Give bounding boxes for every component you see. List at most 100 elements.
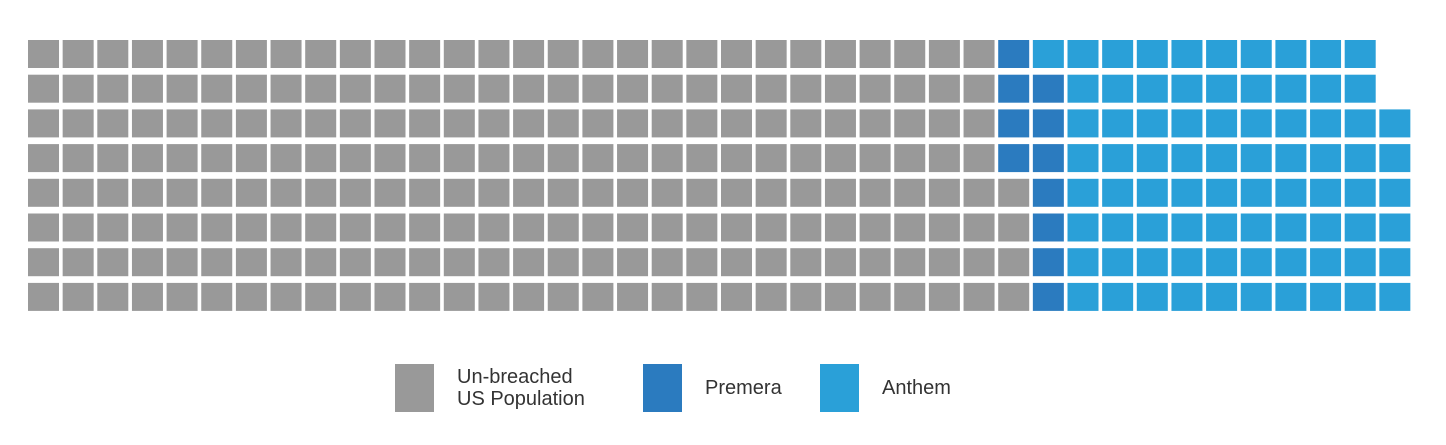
waffle-cell-unbreached [235,74,267,103]
waffle-cell-unbreached [617,282,649,311]
waffle-cell-unbreached [62,282,94,311]
waffle-cell-unbreached [339,74,371,103]
waffle-cell-unbreached [547,144,579,173]
waffle-cell-anthem [1067,248,1099,277]
waffle-cell-unbreached [721,144,752,173]
waffle-cell-anthem [1379,109,1411,138]
waffle-cell-unbreached [617,144,649,173]
waffle-cell-unbreached [651,213,683,242]
waffle-cell-anthem [1240,144,1272,173]
waffle-cell-unbreached [270,109,302,138]
waffle-cell-anthem [1102,178,1134,207]
waffle-cell-anthem [1067,74,1099,103]
waffle-cell-unbreached [721,40,752,68]
waffle-cell-unbreached [374,109,406,138]
waffle-cell-unbreached [339,109,371,138]
legend-label-premera: Premera [705,377,782,399]
waffle-cell-unbreached [478,213,510,242]
waffle-cell-unbreached [62,248,94,277]
waffle-cell-unbreached [824,282,856,311]
waffle-cell-anthem [1206,248,1238,277]
waffle-cell-unbreached [235,178,267,207]
waffle-cell-unbreached [443,74,475,103]
waffle-cell-unbreached [790,109,822,138]
waffle-cell-unbreached [721,248,752,277]
waffle-cell-unbreached [235,109,267,138]
waffle-cell-anthem [1344,248,1376,277]
waffle-cell-unbreached [374,144,406,173]
waffle-cell-unbreached [824,178,856,207]
waffle-cell-anthem [1379,178,1411,207]
waffle-cell-unbreached [894,248,926,277]
waffle-cell-unbreached [201,282,233,311]
waffle-cell-anthem [1379,248,1411,277]
waffle-cell-unbreached [131,213,163,242]
waffle-cell-unbreached [928,178,960,207]
waffle-cell-unbreached [582,282,614,311]
waffle-cell-unbreached [443,248,475,277]
waffle-cell-anthem [1310,178,1342,207]
waffle-cell-unbreached [859,74,891,103]
waffle-cell-unbreached [686,144,718,173]
waffle-cell-unbreached [409,248,441,277]
waffle-cell-unbreached [513,282,545,311]
waffle-cell-unbreached [166,282,198,311]
waffle-cell-unbreached [651,40,683,68]
waffle-cell-unbreached [998,213,1030,242]
waffle-cell-anthem [1344,282,1376,311]
waffle-cell-anthem [1067,178,1099,207]
waffle-cell-anthem [1171,178,1203,207]
waffle-cell-anthem [1310,40,1342,68]
waffle-cell-anthem [1344,109,1376,138]
waffle-cell-anthem [1344,74,1376,103]
waffle-cell-anthem [1240,40,1272,68]
waffle-cell-unbreached [686,282,718,311]
legend-label-line2: US Population [457,388,585,410]
waffle-cell-unbreached [582,109,614,138]
waffle-cell-unbreached [998,248,1030,277]
waffle-cell-unbreached [859,178,891,207]
waffle-cell-unbreached [582,248,614,277]
waffle-cell-anthem [1206,144,1238,173]
waffle-cell-unbreached [305,248,337,277]
waffle-cell-unbreached [270,74,302,103]
waffle-cell-unbreached [547,178,579,207]
waffle-cell-unbreached [131,40,163,68]
waffle-cell-unbreached [513,178,545,207]
waffle-cell-unbreached [305,213,337,242]
waffle-cell-unbreached [235,282,267,311]
waffle-cell-unbreached [686,40,718,68]
waffle-cell-anthem [1240,109,1272,138]
waffle-cell-unbreached [721,109,752,138]
waffle-cell-unbreached [201,40,233,68]
waffle-cell-premera [998,144,1030,173]
waffle-cell-anthem [1379,144,1411,173]
waffle-cell-unbreached [928,248,960,277]
waffle-cell-unbreached [859,109,891,138]
waffle-cell-unbreached [651,178,683,207]
waffle-cell-unbreached [339,40,371,68]
waffle-cell-anthem [1275,282,1307,311]
waffle-cell-anthem [1102,213,1134,242]
waffle-cell-unbreached [478,40,510,68]
waffle-cell-unbreached [97,213,129,242]
waffle-cell-unbreached [443,40,475,68]
waffle-cell-unbreached [270,248,302,277]
waffle-cell-unbreached [617,178,649,207]
waffle-cell-anthem [1275,144,1307,173]
waffle-cell-unbreached [582,213,614,242]
waffle-cell-unbreached [547,248,579,277]
waffle-cell-anthem [1171,144,1203,173]
waffle-cell-anthem [1379,282,1411,311]
waffle-cell-unbreached [582,144,614,173]
waffle-cell-unbreached [62,178,94,207]
waffle-cell-premera [1032,282,1064,311]
waffle-cell-unbreached [409,178,441,207]
waffle-cell-anthem [1067,144,1099,173]
legend-swatch-premera [643,364,682,412]
waffle-cell-unbreached [131,178,163,207]
waffle-cell-unbreached [651,109,683,138]
waffle-cell-unbreached [201,178,233,207]
waffle-cell-unbreached [755,74,787,103]
